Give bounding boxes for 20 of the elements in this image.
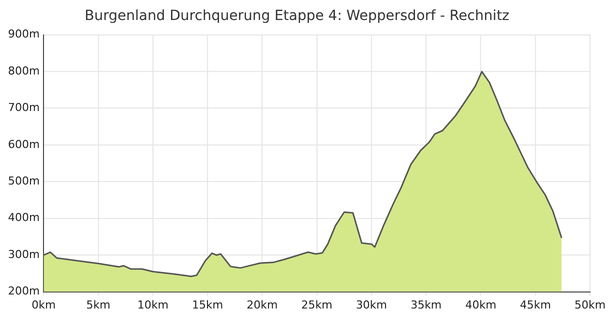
x-tick-label: 0km [32, 298, 56, 312]
y-tick-label: 600m [8, 138, 40, 151]
x-tick-label: 40km [465, 298, 496, 312]
x-tick-label: 20km [246, 298, 278, 312]
y-tick-label: 400m [8, 211, 40, 224]
y-tick-label: 300m [8, 248, 40, 261]
y-tick-label: 900m [8, 28, 40, 41]
x-tick-label: 30km [356, 298, 388, 312]
x-tick-label: 50km [574, 298, 606, 312]
y-tick-label: 800m [8, 64, 40, 78]
y-tick-label: 500m [8, 174, 40, 188]
chart-title: Burgenland Durchquerung Etappe 4: Weppersdorf - Rechnitz [84, 8, 510, 24]
x-tick-label: 15km [192, 298, 224, 312]
x-tick-label: 45km [520, 298, 551, 312]
x-tick-label: 5km [86, 298, 110, 312]
x-tick-label: 35km [410, 298, 442, 312]
y-tick-label: 200m [8, 284, 40, 298]
x-tick-label: 10km [137, 298, 169, 312]
y-tick-label: 700m [8, 101, 40, 114]
x-tick-label: 25km [301, 298, 332, 312]
